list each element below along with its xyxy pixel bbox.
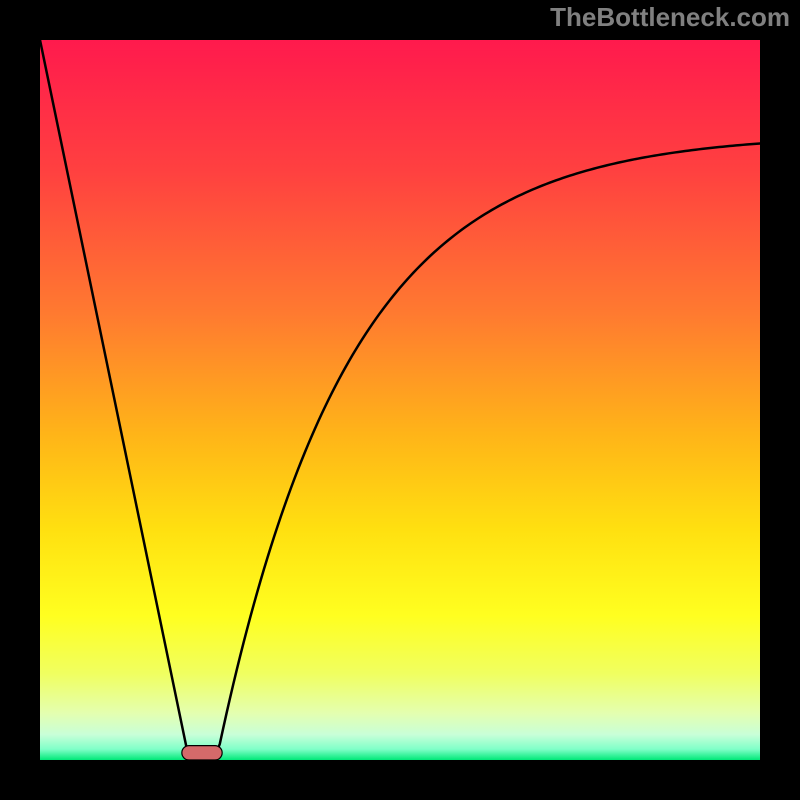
chart-svg: [0, 0, 800, 800]
watermark-text: TheBottleneck.com: [550, 2, 790, 33]
minimum-marker: [182, 746, 222, 760]
chart-container: TheBottleneck.com: [0, 0, 800, 800]
minimum-marker-capsule: [182, 746, 222, 760]
plot-area: [40, 40, 760, 760]
